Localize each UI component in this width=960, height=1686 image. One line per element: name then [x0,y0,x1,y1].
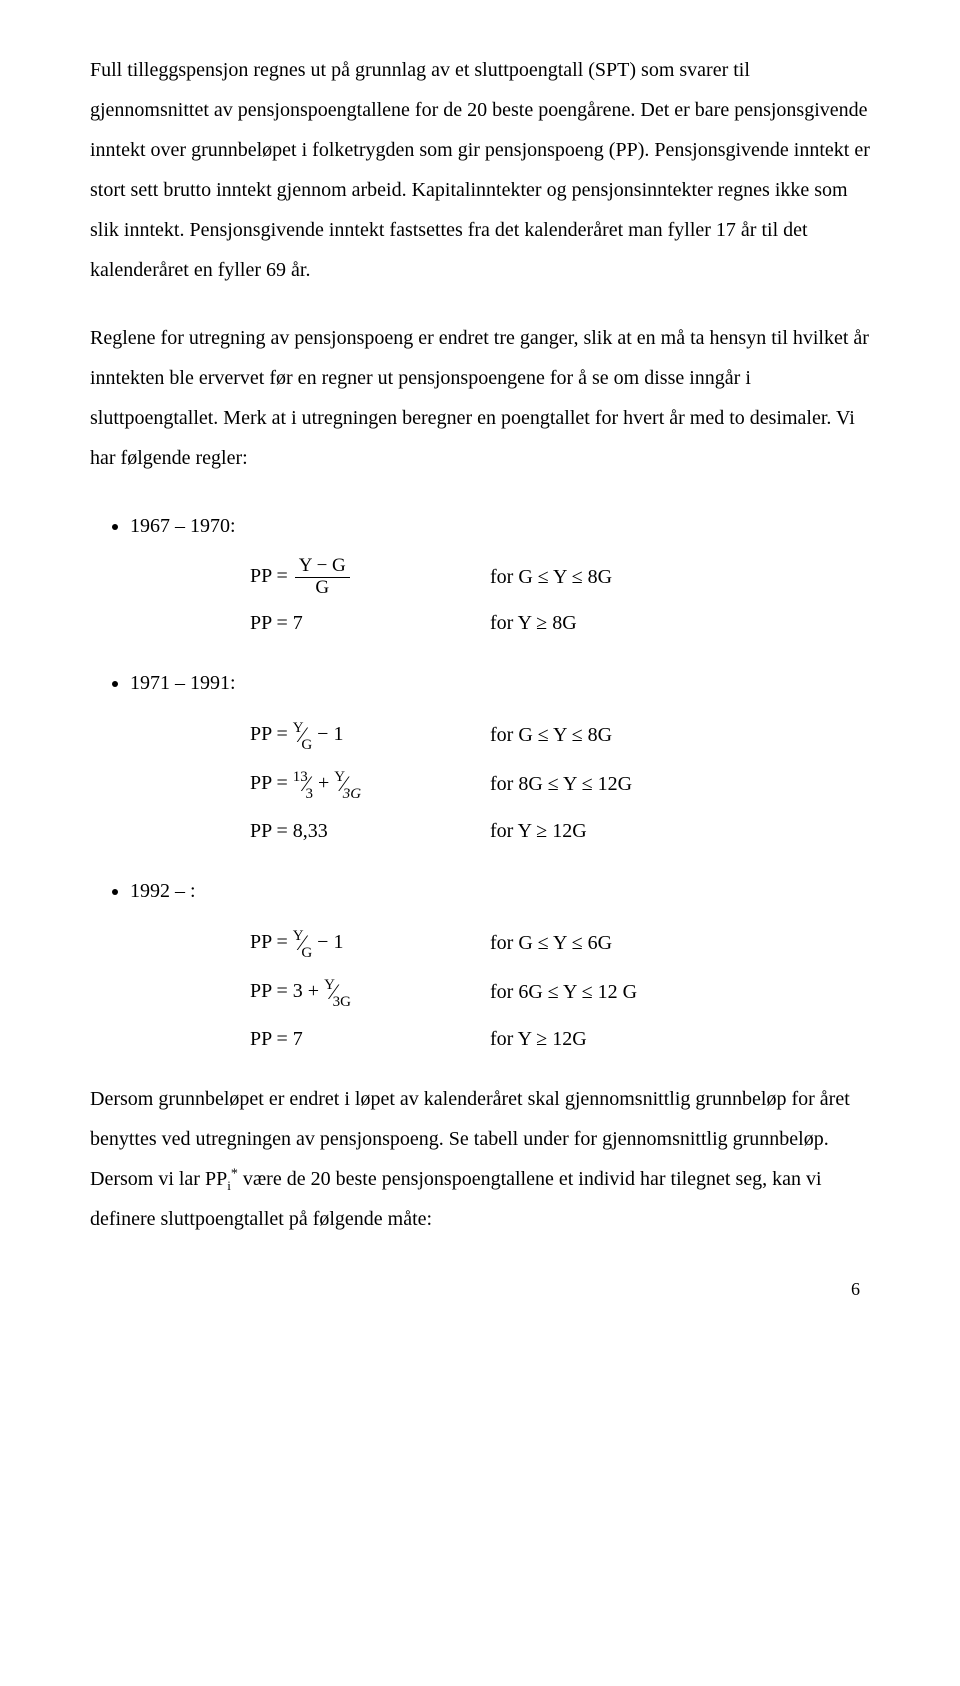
page-number: 6 [90,1279,870,1300]
sf-top: Y [334,769,345,785]
formula-text: PP = 7 [250,603,450,643]
formula-condition: for G ≤ Y ≤ 8G [490,715,612,755]
formula-b3: PP = 8,33 for Y ≥ 12G [250,811,870,851]
formula-text: + [318,772,334,794]
slash-fraction: 13⁄3 [293,762,313,807]
fraction: Y − G G [295,556,350,599]
formula-text: PP = [250,772,293,794]
slash-fraction: Y⁄G [293,921,312,966]
formula-block-a: PP = Y − G G for G ≤ Y ≤ 8G PP = 7 for Y… [250,556,870,643]
superscript: * [231,1166,238,1181]
formula-c2: PP = 3 + Y⁄3G for 6G ≤ Y ≤ 12 G [250,970,870,1015]
paragraph-1: Full tilleggspensjon regnes ut på grunnl… [90,50,870,290]
period-label: 1967 – 1970: [130,515,236,537]
formula-text: PP = 8,33 [250,811,450,851]
formula-condition: for Y ≥ 12G [490,811,587,851]
denominator: G [311,578,333,599]
period-1971-1991: 1971 – 1991: PP = Y⁄G − 1 for G ≤ Y ≤ 8G… [130,663,870,851]
sf-bot: G [301,945,312,961]
period-1992-on: 1992 – : PP = Y⁄G − 1 for G ≤ Y ≤ 6G PP … [130,871,870,1059]
formula-text: PP = 7 [250,1019,450,1059]
period-label: 1971 – 1991: [130,672,236,694]
slash-fraction: Y⁄3G [334,762,361,807]
formula-a2: PP = 7 for Y ≥ 8G [250,603,870,643]
slash-fraction: Y⁄3G [324,970,351,1015]
paragraph-3: Dersom grunnbeløpet er endret i løpet av… [90,1079,870,1239]
document-page: Full tilleggspensjon regnes ut på grunnl… [0,0,960,1340]
formula-text: − 1 [317,723,343,745]
rule-list: 1967 – 1970: PP = Y − G G for G ≤ Y ≤ 8G… [90,506,870,1059]
sf-bot: 3G [343,786,361,802]
sf-bot: G [301,737,312,753]
formula-condition: for Y ≥ 8G [490,603,577,643]
formula-b2: PP = 13⁄3 + Y⁄3G for 8G ≤ Y ≤ 12G [250,762,870,807]
numerator: Y − G [295,556,350,578]
period-label: 1992 – : [130,880,196,902]
formula-c1: PP = Y⁄G − 1 for G ≤ Y ≤ 6G [250,921,870,966]
formula-block-c: PP = Y⁄G − 1 for G ≤ Y ≤ 6G PP = 3 + Y⁄3… [250,921,870,1059]
formula-condition: for G ≤ Y ≤ 6G [490,923,612,963]
paragraph-2: Reglene for utregning av pensjonspoeng e… [90,318,870,478]
formula-a1: PP = Y − G G for G ≤ Y ≤ 8G [250,556,870,599]
sf-top: Y [324,977,335,993]
formula-text: PP = [250,931,293,953]
formula-condition: for 8G ≤ Y ≤ 12G [490,764,632,804]
formula-condition: for G ≤ Y ≤ 8G [490,557,612,597]
formula-text: PP = [250,723,293,745]
formula-text: PP = [250,565,293,587]
sf-top: Y [293,720,304,736]
formula-text: PP = 3 + [250,980,324,1002]
sf-bot: 3G [333,994,351,1010]
sf-top: Y [293,928,304,944]
formula-block-b: PP = Y⁄G − 1 for G ≤ Y ≤ 8G PP = 13⁄3 [250,713,870,851]
formula-c3: PP = 7 for Y ≥ 12G [250,1019,870,1059]
sf-top: 13 [293,769,308,785]
formula-condition: for 6G ≤ Y ≤ 12 G [490,972,637,1012]
formula-condition: for Y ≥ 12G [490,1019,587,1059]
formula-b1: PP = Y⁄G − 1 for G ≤ Y ≤ 8G [250,713,870,758]
formula-text: − 1 [317,931,343,953]
slash-fraction: Y⁄G [293,713,312,758]
sf-bot: 3 [305,786,313,802]
period-1967-1970: 1967 – 1970: PP = Y − G G for G ≤ Y ≤ 8G… [130,506,870,643]
